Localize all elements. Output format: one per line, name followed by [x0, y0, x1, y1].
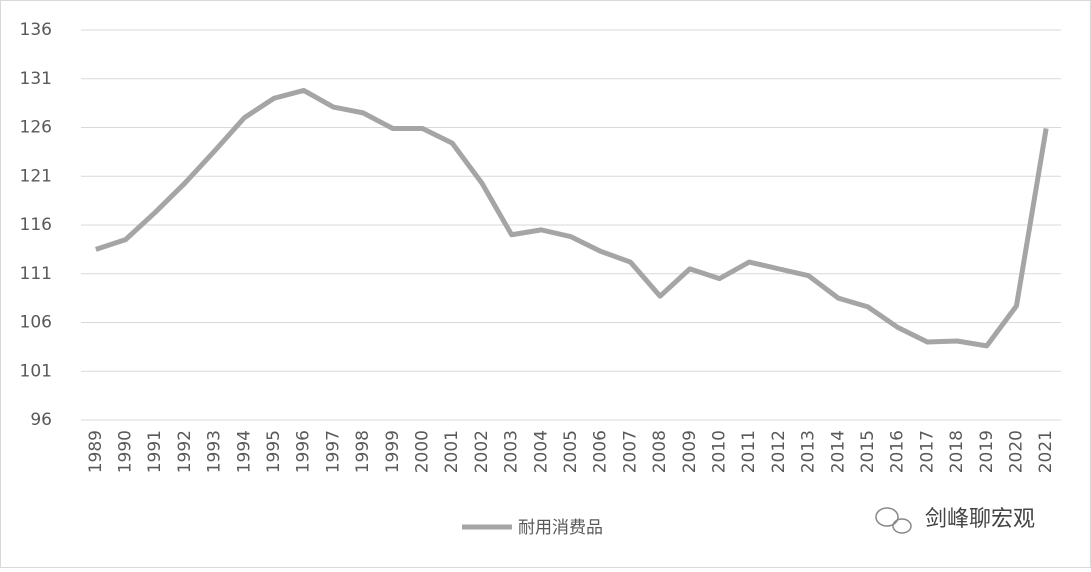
x-tick-label: 2006	[591, 430, 611, 473]
x-tick-label: 1991	[145, 430, 165, 473]
x-tick-label: 1992	[175, 430, 195, 473]
y-tick-label: 111	[20, 264, 52, 284]
x-tick-label: 2017	[917, 430, 937, 473]
x-tick-label: 1999	[383, 430, 403, 473]
x-tick-label: 1993	[205, 430, 225, 473]
x-tick-label: 2013	[799, 430, 819, 473]
y-tick-label: 106	[20, 313, 52, 333]
y-tick-label: 116	[20, 215, 52, 235]
x-tick-label: 1998	[353, 430, 373, 473]
x-tick-label: 2007	[620, 430, 640, 473]
x-tick-label: 2008	[650, 430, 670, 473]
y-tick-label: 126	[20, 118, 52, 138]
x-tick-label: 1996	[294, 430, 314, 473]
x-tick-label: 2016	[888, 430, 908, 473]
x-tick-label: 2005	[561, 430, 581, 473]
x-tick-label: 2003	[502, 430, 522, 473]
x-tick-label: 1995	[264, 430, 284, 473]
x-tick-label: 1997	[323, 430, 343, 473]
y-tick-label: 131	[20, 69, 52, 89]
y-tick-label: 101	[20, 361, 52, 381]
y-tick-label: 96	[30, 410, 52, 430]
x-tick-label: 2012	[769, 430, 789, 473]
watermark-icon	[875, 507, 912, 534]
x-tick-label: 2020	[1006, 430, 1026, 473]
y-tick-label: 136	[20, 20, 52, 40]
x-tick-label: 2001	[442, 430, 462, 473]
y-tick-label: 121	[20, 166, 52, 186]
data-line	[95, 87, 1049, 349]
x-tick-label: 1990	[116, 430, 136, 473]
x-tick-label: 1994	[234, 430, 254, 473]
x-tick-label: 2015	[858, 430, 878, 473]
x-tick-label: 2002	[472, 430, 492, 473]
legend-label: 耐用消费品	[518, 518, 603, 538]
x-tick-label: 2009	[680, 430, 700, 473]
x-tick-label: 2011	[739, 430, 759, 473]
x-tick-label: 2019	[977, 430, 997, 473]
x-tick-label: 2004	[531, 430, 551, 473]
x-tick-label: 2014	[828, 430, 848, 473]
x-tick-label: 1989	[86, 430, 106, 473]
x-tick-label: 2010	[709, 430, 729, 473]
x-tick-label: 2018	[947, 430, 967, 473]
x-tick-label: 2000	[413, 430, 433, 473]
x-tick-label: 2021	[1036, 430, 1056, 473]
watermark: 剑峰聊宏观	[925, 507, 1035, 532]
